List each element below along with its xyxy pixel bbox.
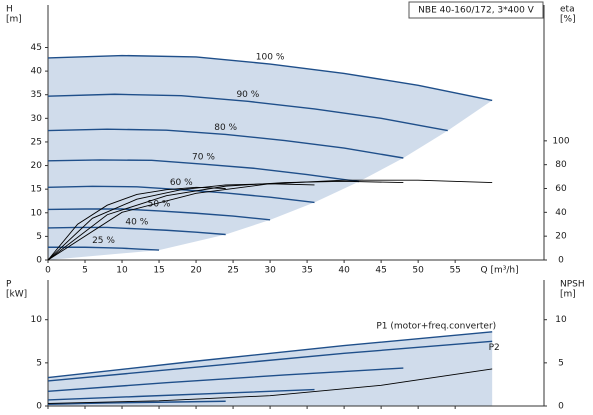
curve (47, 331, 493, 379)
y2-axis-label: NPSH (560, 280, 585, 290)
operating-range (48, 55, 493, 261)
x-tick-label: 35 (301, 266, 312, 276)
y-tick-label: 0 (36, 256, 42, 266)
curve (47, 208, 271, 221)
y-tick-label: 20 (31, 161, 43, 171)
x-tick-label: 5 (82, 266, 88, 276)
chart-title: NBE 40-160/172, 3*400 V (418, 6, 535, 16)
curve-label: P1 (motor+freq.converter) (376, 321, 496, 331)
curve (47, 367, 404, 393)
x-tick-label: 50 (412, 266, 424, 276)
y-tick-label: 35 (31, 90, 42, 100)
curve (47, 400, 226, 405)
y-tick-label: 40 (31, 67, 43, 77)
curve (47, 128, 404, 159)
title-box (408, 1, 544, 19)
curve (47, 226, 226, 236)
x-axis-label: Q [m³/h] (481, 266, 519, 276)
curve (48, 246, 160, 251)
curve-label: 60 % (170, 178, 193, 188)
y2-tick-label: 40 (555, 208, 567, 218)
secondary-curve (47, 186, 226, 261)
y-tick-label: 30 (31, 114, 43, 124)
curve-label: 40 % (125, 217, 148, 227)
x-tick-label: 30 (264, 266, 276, 276)
y-tick-label: 15 (31, 185, 42, 195)
y2-tick-label: 0 (558, 256, 564, 266)
curve (47, 93, 448, 132)
y-axis-label: [kW] (6, 290, 27, 300)
y-tick-label: 10 (31, 315, 43, 325)
y-axis-label: H (6, 5, 13, 15)
x-tick-label: 20 (190, 266, 202, 276)
secondary-curve (47, 183, 315, 261)
y2-tick-label: 10 (555, 315, 567, 325)
secondary-curve (47, 180, 404, 261)
y2-axis-label: eta (560, 5, 575, 15)
curve (47, 340, 493, 382)
y2-axis-label: [m] (560, 290, 576, 300)
curve-label: 100 % (256, 53, 285, 63)
curve-label: P2 (489, 343, 500, 353)
y2-tick-label: 60 (555, 184, 567, 194)
curve (47, 54, 493, 102)
y2-axis-label: [%] (560, 15, 576, 25)
curve-label: 70 % (192, 153, 215, 163)
x-tick-label: 10 (116, 266, 128, 276)
x-tick-label: 45 (375, 266, 386, 276)
curve-label: 50 % (148, 199, 171, 209)
x-tick-label: 55 (449, 266, 460, 276)
curve-label: 90 % (236, 90, 259, 100)
y-tick-label: 45 (31, 43, 42, 53)
curve (47, 388, 315, 401)
y-axis-label: [m] (6, 15, 22, 25)
y2-tick-label: 80 (555, 160, 567, 170)
y2-tick-label: 20 (555, 232, 567, 242)
curve-label: 25 % (92, 236, 115, 246)
y-axis-label: P (6, 280, 12, 290)
y-tick-label: 0 (36, 402, 42, 412)
curve (47, 159, 360, 183)
y2-tick-label: 0 (558, 402, 564, 412)
curve-label: 80 % (214, 123, 237, 133)
x-tick-label: 15 (153, 266, 164, 276)
y-tick-label: 10 (31, 208, 43, 218)
y-tick-label: 5 (36, 232, 42, 242)
secondary-curve (47, 368, 493, 404)
operating-range (48, 331, 493, 406)
x-tick-label: 25 (227, 266, 238, 276)
y2-tick-label: 5 (558, 358, 564, 368)
y2-tick-label: 100 (552, 136, 569, 146)
y-tick-label: 5 (36, 358, 42, 368)
x-tick-label: 0 (45, 266, 51, 276)
x-tick-label: 40 (338, 266, 350, 276)
y-tick-label: 25 (31, 137, 42, 147)
